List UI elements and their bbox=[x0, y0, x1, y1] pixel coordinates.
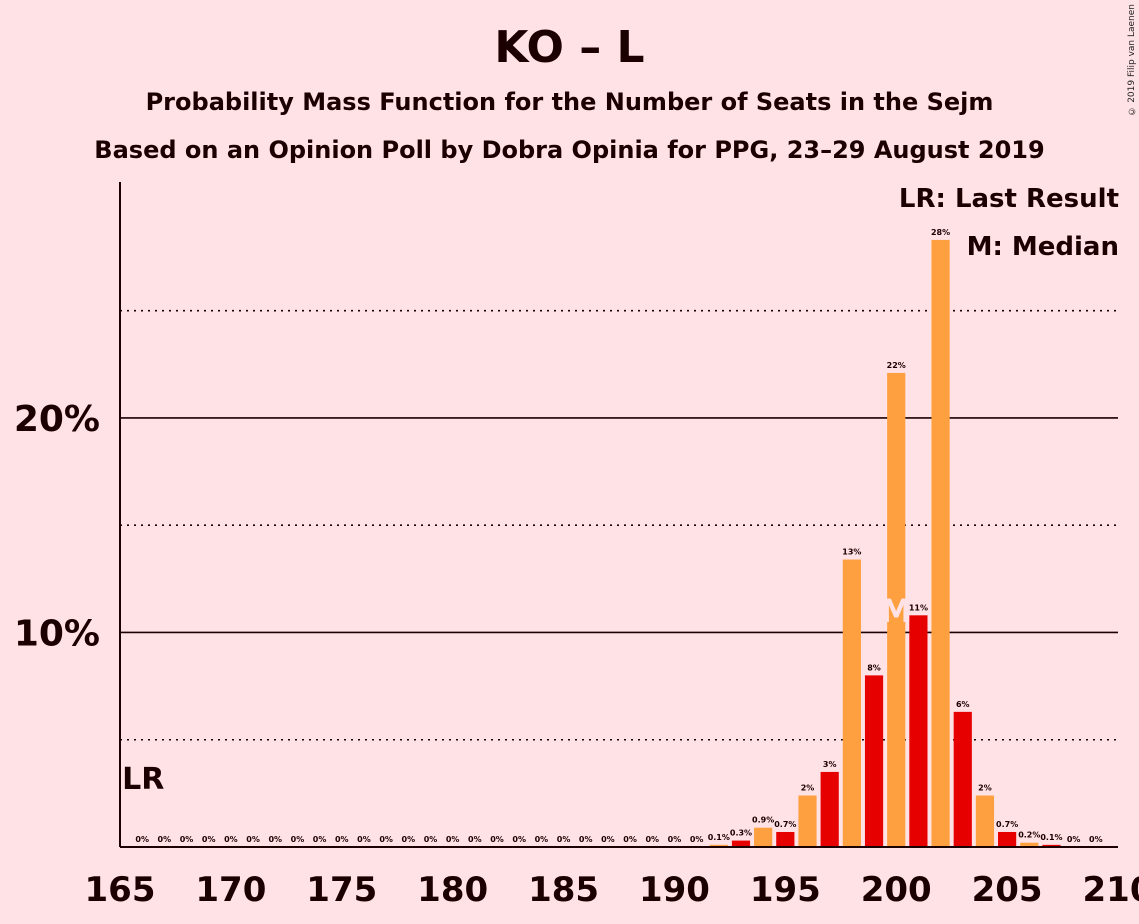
bar-label-seat-202: 28% bbox=[931, 228, 950, 237]
bar-label-seat-179: 0% bbox=[424, 835, 438, 844]
x-tick-label-195: 195 bbox=[750, 870, 821, 910]
bar-label-seat-193: 0.3% bbox=[730, 829, 752, 838]
x-tick-label-190: 190 bbox=[639, 870, 710, 910]
bar-label-seat-204: 2% bbox=[978, 784, 992, 793]
bar-seat-192 bbox=[709, 844, 728, 847]
bar-label-seat-194: 0.9% bbox=[752, 816, 774, 825]
bar-label-seat-196: 2% bbox=[801, 784, 815, 793]
bar-labels-group: 0% 0% 0% 0% 0% 0% 0% 0% 0% 0% 0% 0% 0% 0% 0% 0% 0% 0% 0% 0%… bbox=[135, 228, 1102, 844]
bar-label-seat-177: 0% bbox=[379, 835, 393, 844]
bar-label-seat-184: 0% bbox=[535, 835, 549, 844]
bar-label-seat-192: 0.1% bbox=[708, 833, 730, 842]
bar-seat-203 bbox=[953, 711, 972, 847]
y-tick-label-10: 10% bbox=[14, 613, 100, 654]
x-tick-label-175: 175 bbox=[306, 870, 377, 910]
bar-label-seat-170: 0% bbox=[224, 835, 238, 844]
bar-label-seat-176: 0% bbox=[357, 835, 371, 844]
bar-seat-195 bbox=[776, 831, 795, 847]
x-tick-label-170: 170 bbox=[195, 870, 266, 910]
bar-label-seat-198: 13% bbox=[842, 548, 861, 557]
y-tick-label-20: 20% bbox=[14, 399, 100, 440]
bar-label-seat-171: 0% bbox=[246, 835, 260, 844]
bar-seat-197 bbox=[820, 771, 839, 847]
bar-label-seat-189: 0% bbox=[645, 835, 659, 844]
bar-label-seat-191: 0% bbox=[690, 835, 704, 844]
bar-label-seat-178: 0% bbox=[402, 835, 416, 844]
x-tick-label-210: 210 bbox=[1083, 870, 1139, 910]
bar-label-seat-205: 0.7% bbox=[996, 820, 1018, 829]
x-tick-label-205: 205 bbox=[972, 870, 1043, 910]
bar-label-seat-209: 0% bbox=[1089, 835, 1103, 844]
bar-label-seat-190: 0% bbox=[668, 835, 682, 844]
bar-seat-199 bbox=[864, 675, 884, 847]
bar-label-seat-174: 0% bbox=[313, 835, 327, 844]
median-marker: M bbox=[880, 592, 912, 630]
chart-subtitle-2: Based on an Opinion Poll by Dobra Opinia… bbox=[94, 136, 1045, 164]
bars-group bbox=[709, 239, 1061, 847]
bar-label-seat-175: 0% bbox=[335, 835, 349, 844]
grid-lines: 10% 20% bbox=[14, 309, 1118, 741]
legend-median: M: Median bbox=[966, 232, 1119, 262]
bar-label-seat-199: 8% bbox=[867, 663, 881, 672]
legend-last-result: LR: Last Result bbox=[898, 184, 1119, 214]
bar-label-seat-187: 0% bbox=[601, 835, 615, 844]
bar-label-seat-207: 0.1% bbox=[1040, 833, 1062, 842]
bar-seat-198 bbox=[842, 559, 861, 847]
bar-label-seat-206: 0.2% bbox=[1018, 831, 1040, 840]
bar-label-seat-195: 0.7% bbox=[774, 820, 796, 829]
bar-label-seat-180: 0% bbox=[446, 835, 460, 844]
bar-label-seat-181: 0% bbox=[468, 835, 482, 844]
bar-label-seat-200: 22% bbox=[887, 361, 906, 370]
bar-seat-206 bbox=[1020, 842, 1039, 847]
bar-label-seat-182: 0% bbox=[490, 835, 504, 844]
bar-label-seat-168: 0% bbox=[180, 835, 194, 844]
bar-label-seat-172: 0% bbox=[268, 835, 282, 844]
bar-label-seat-197: 3% bbox=[823, 760, 837, 769]
bar-label-seat-169: 0% bbox=[202, 835, 216, 844]
x-tick-label-185: 185 bbox=[528, 870, 599, 910]
bar-label-seat-166: 0% bbox=[135, 835, 149, 844]
x-tick-label-165: 165 bbox=[85, 870, 156, 910]
chart-title: KO – L bbox=[494, 22, 645, 73]
bar-seat-193 bbox=[731, 840, 751, 847]
bar-label-seat-173: 0% bbox=[291, 835, 305, 844]
bar-label-seat-186: 0% bbox=[579, 835, 593, 844]
x-tick-label-200: 200 bbox=[861, 870, 932, 910]
bar-label-seat-188: 0% bbox=[623, 835, 637, 844]
bar-label-seat-167: 0% bbox=[158, 835, 172, 844]
bar-seat-201 bbox=[909, 615, 928, 847]
bar-seat-204 bbox=[975, 795, 995, 847]
bar-seat-194 bbox=[754, 827, 773, 847]
bar-seat-202 bbox=[931, 239, 950, 847]
chart-subtitle-1: Probability Mass Function for the Number… bbox=[145, 88, 994, 116]
bar-label-seat-203: 6% bbox=[956, 700, 970, 709]
bar-label-seat-208: 0% bbox=[1067, 835, 1081, 844]
bar-label-seat-201: 11% bbox=[909, 603, 928, 612]
bar-seat-207 bbox=[1042, 844, 1061, 847]
bar-seat-205 bbox=[998, 831, 1017, 847]
markers-group: LR M bbox=[122, 592, 912, 797]
bar-seat-200 bbox=[887, 372, 906, 847]
bar-label-seat-185: 0% bbox=[557, 835, 571, 844]
bar-label-seat-183: 0% bbox=[512, 835, 526, 844]
bar-seat-196 bbox=[798, 795, 817, 847]
x-tick-label-180: 180 bbox=[417, 870, 488, 910]
last-result-marker: LR bbox=[122, 762, 164, 797]
axes-group: 165 170 175 180 185 190 195 200 205 210 bbox=[85, 182, 1139, 910]
